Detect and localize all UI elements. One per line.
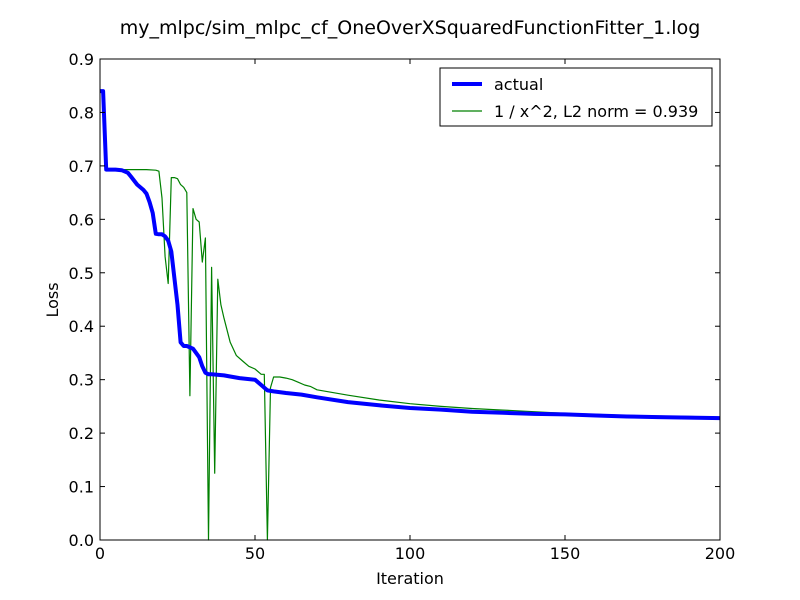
x-axis-label: Iteration [376, 569, 444, 588]
legend-label-actual: actual [494, 75, 543, 94]
y-axis-label: Loss [43, 282, 62, 317]
x-tick-label: 100 [395, 544, 426, 563]
plot-frame [100, 59, 720, 540]
y-tick-label: 0.4 [69, 317, 94, 336]
y-tick-label: 0.0 [69, 531, 94, 550]
legend: actual 1 / x^2, L2 norm = 0.939 [439, 67, 713, 127]
legend-box [439, 67, 713, 127]
series-line-fit [100, 90, 721, 541]
y-tick-label: 0.6 [69, 210, 94, 229]
y-tick-label: 0.2 [69, 424, 94, 443]
x-tick-label: 0 [95, 544, 105, 563]
chart-title: my_mlpc/sim_mlpc_cf_OneOverXSquaredFunct… [120, 17, 701, 39]
y-tick-label: 0.8 [69, 103, 94, 122]
x-tick-label: 200 [705, 544, 736, 563]
y-axis-ticks: 0.0 0.1 0.2 0.3 0.4 0.5 0.6 0.7 0.8 0.9 [69, 50, 720, 550]
plot-area: 0 50 100 150 200 0.0 0.1 0.2 0.3 0.4 0.5 0.6 0.7 0.8… [69, 50, 736, 563]
x-tick-label: 50 [245, 544, 265, 563]
legend-label-fit: 1 / x^2, L2 norm = 0.939 [494, 102, 698, 121]
y-tick-label: 0.7 [69, 157, 94, 176]
x-tick-label: 150 [550, 544, 581, 563]
series-layer [100, 89, 721, 541]
series-line-actual [100, 89, 721, 421]
y-tick-label: 0.9 [69, 50, 94, 69]
y-tick-label: 0.1 [69, 478, 94, 497]
y-tick-label: 0.5 [69, 264, 94, 283]
y-tick-label: 0.3 [69, 371, 94, 390]
x-axis-ticks: 0 50 100 150 200 [95, 59, 735, 563]
